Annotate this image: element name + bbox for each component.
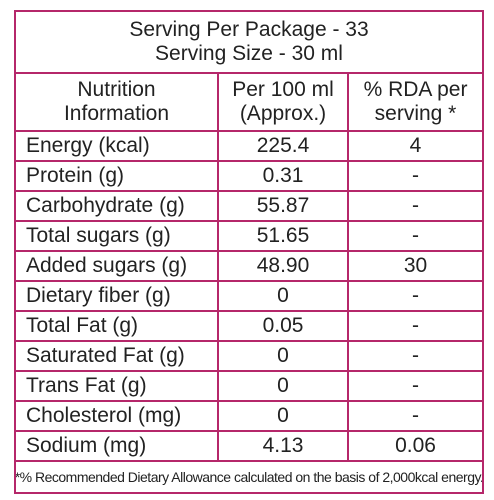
nutrient-name-cell: Total Fat (g)	[16, 312, 219, 342]
serving-info-header: Serving Per Package - 33 Serving Size - …	[16, 12, 482, 74]
nutrient-name-cell: Trans Fat (g)	[16, 372, 219, 402]
column-header-per-100ml-line2: (Approx.)	[239, 102, 327, 125]
nutrient-name-cell: Protein (g)	[16, 162, 219, 192]
per-100ml-value-cell: 0.05	[219, 312, 349, 342]
rda-value-cell: -	[349, 162, 482, 192]
column-header-nutrient-line2: Information	[63, 102, 170, 125]
per-100ml-value-cell: 0	[219, 342, 349, 372]
per-100ml-value-cell: 225.4	[219, 132, 349, 162]
column-header-rda-line2: serving *	[374, 102, 457, 125]
rda-value-cell: -	[349, 372, 482, 402]
rda-value-cell: -	[349, 402, 482, 432]
per-100ml-value-cell: 0	[219, 372, 349, 402]
rda-value-cell: -	[349, 342, 482, 372]
nutrient-name-cell: Carbohydrate (g)	[16, 192, 219, 222]
nutrient-name-cell: Dietary fiber (g)	[16, 282, 219, 312]
rda-value-cell: 4	[349, 132, 482, 162]
column-header-rda-line1: % RDA per	[363, 78, 468, 101]
rda-value-cell: -	[349, 222, 482, 252]
per-100ml-value-cell: 51.65	[219, 222, 349, 252]
rda-value-cell: 30	[349, 252, 482, 282]
per-100ml-value-cell: 0	[219, 282, 349, 312]
nutrient-name-cell: Added sugars (g)	[16, 252, 219, 282]
column-header-rda: % RDA per serving *	[349, 74, 482, 132]
per-100ml-value-cell: 4.13	[219, 432, 349, 462]
per-100ml-value-cell: 0.31	[219, 162, 349, 192]
nutrition-facts-panel: Serving Per Package - 33 Serving Size - …	[14, 10, 484, 494]
rda-value-cell: -	[349, 282, 482, 312]
nutrition-table: Nutrition Information Per 100 ml (Approx…	[16, 74, 482, 462]
nutrient-name-cell: Saturated Fat (g)	[16, 342, 219, 372]
per-100ml-value-cell: 0	[219, 402, 349, 432]
rda-footnote: *% Recommended Dietary Allowance calcula…	[16, 469, 482, 485]
servings-per-package: Serving Per Package - 33	[129, 18, 369, 41]
nutrient-name-cell: Energy (kcal)	[16, 132, 219, 162]
per-100ml-value-cell: 48.90	[219, 252, 349, 282]
nutrient-name-cell: Total sugars (g)	[16, 222, 219, 252]
column-header-per-100ml: Per 100 ml (Approx.)	[219, 74, 349, 132]
rda-value-cell: -	[349, 192, 482, 222]
rda-value-cell: -	[349, 312, 482, 342]
nutrient-name-cell: Cholesterol (mg)	[16, 402, 219, 432]
nutrient-name-cell: Sodium (mg)	[16, 432, 219, 462]
rda-value-cell: 0.06	[349, 432, 482, 462]
column-header-nutrient: Nutrition Information	[16, 74, 219, 132]
column-header-nutrient-line1: Nutrition	[77, 78, 156, 101]
per-100ml-value-cell: 55.87	[219, 192, 349, 222]
serving-size: Serving Size - 30 ml	[155, 42, 343, 65]
column-header-per-100ml-line1: Per 100 ml	[232, 78, 334, 101]
